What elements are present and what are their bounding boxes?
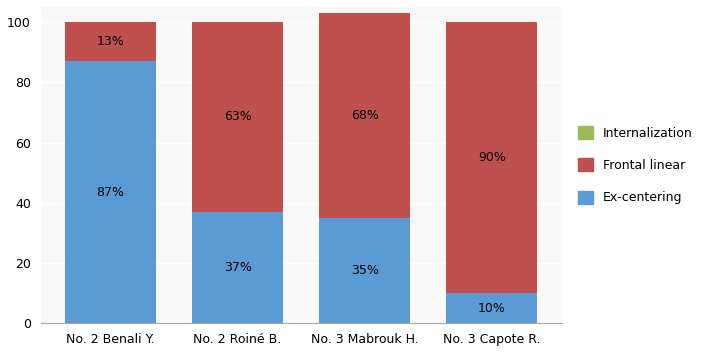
Bar — [192, 212, 283, 323]
Text: 37%: 37% — [223, 261, 252, 274]
Text: 63%: 63% — [223, 110, 252, 124]
Bar — [65, 22, 157, 61]
Bar — [446, 293, 537, 323]
Bar — [65, 61, 157, 323]
Text: 35%: 35% — [350, 264, 379, 277]
Bar — [319, 218, 410, 323]
Bar — [446, 22, 537, 293]
Text: 10%: 10% — [478, 302, 505, 315]
Text: 13%: 13% — [97, 35, 124, 48]
Legend: Internalization, Frontal linear, Ex-centering: Internalization, Frontal linear, Ex-cent… — [573, 121, 698, 209]
Text: 90%: 90% — [478, 151, 505, 164]
Bar — [319, 13, 410, 218]
Text: 68%: 68% — [350, 109, 379, 122]
Text: 87%: 87% — [97, 186, 125, 199]
Bar — [192, 22, 283, 212]
